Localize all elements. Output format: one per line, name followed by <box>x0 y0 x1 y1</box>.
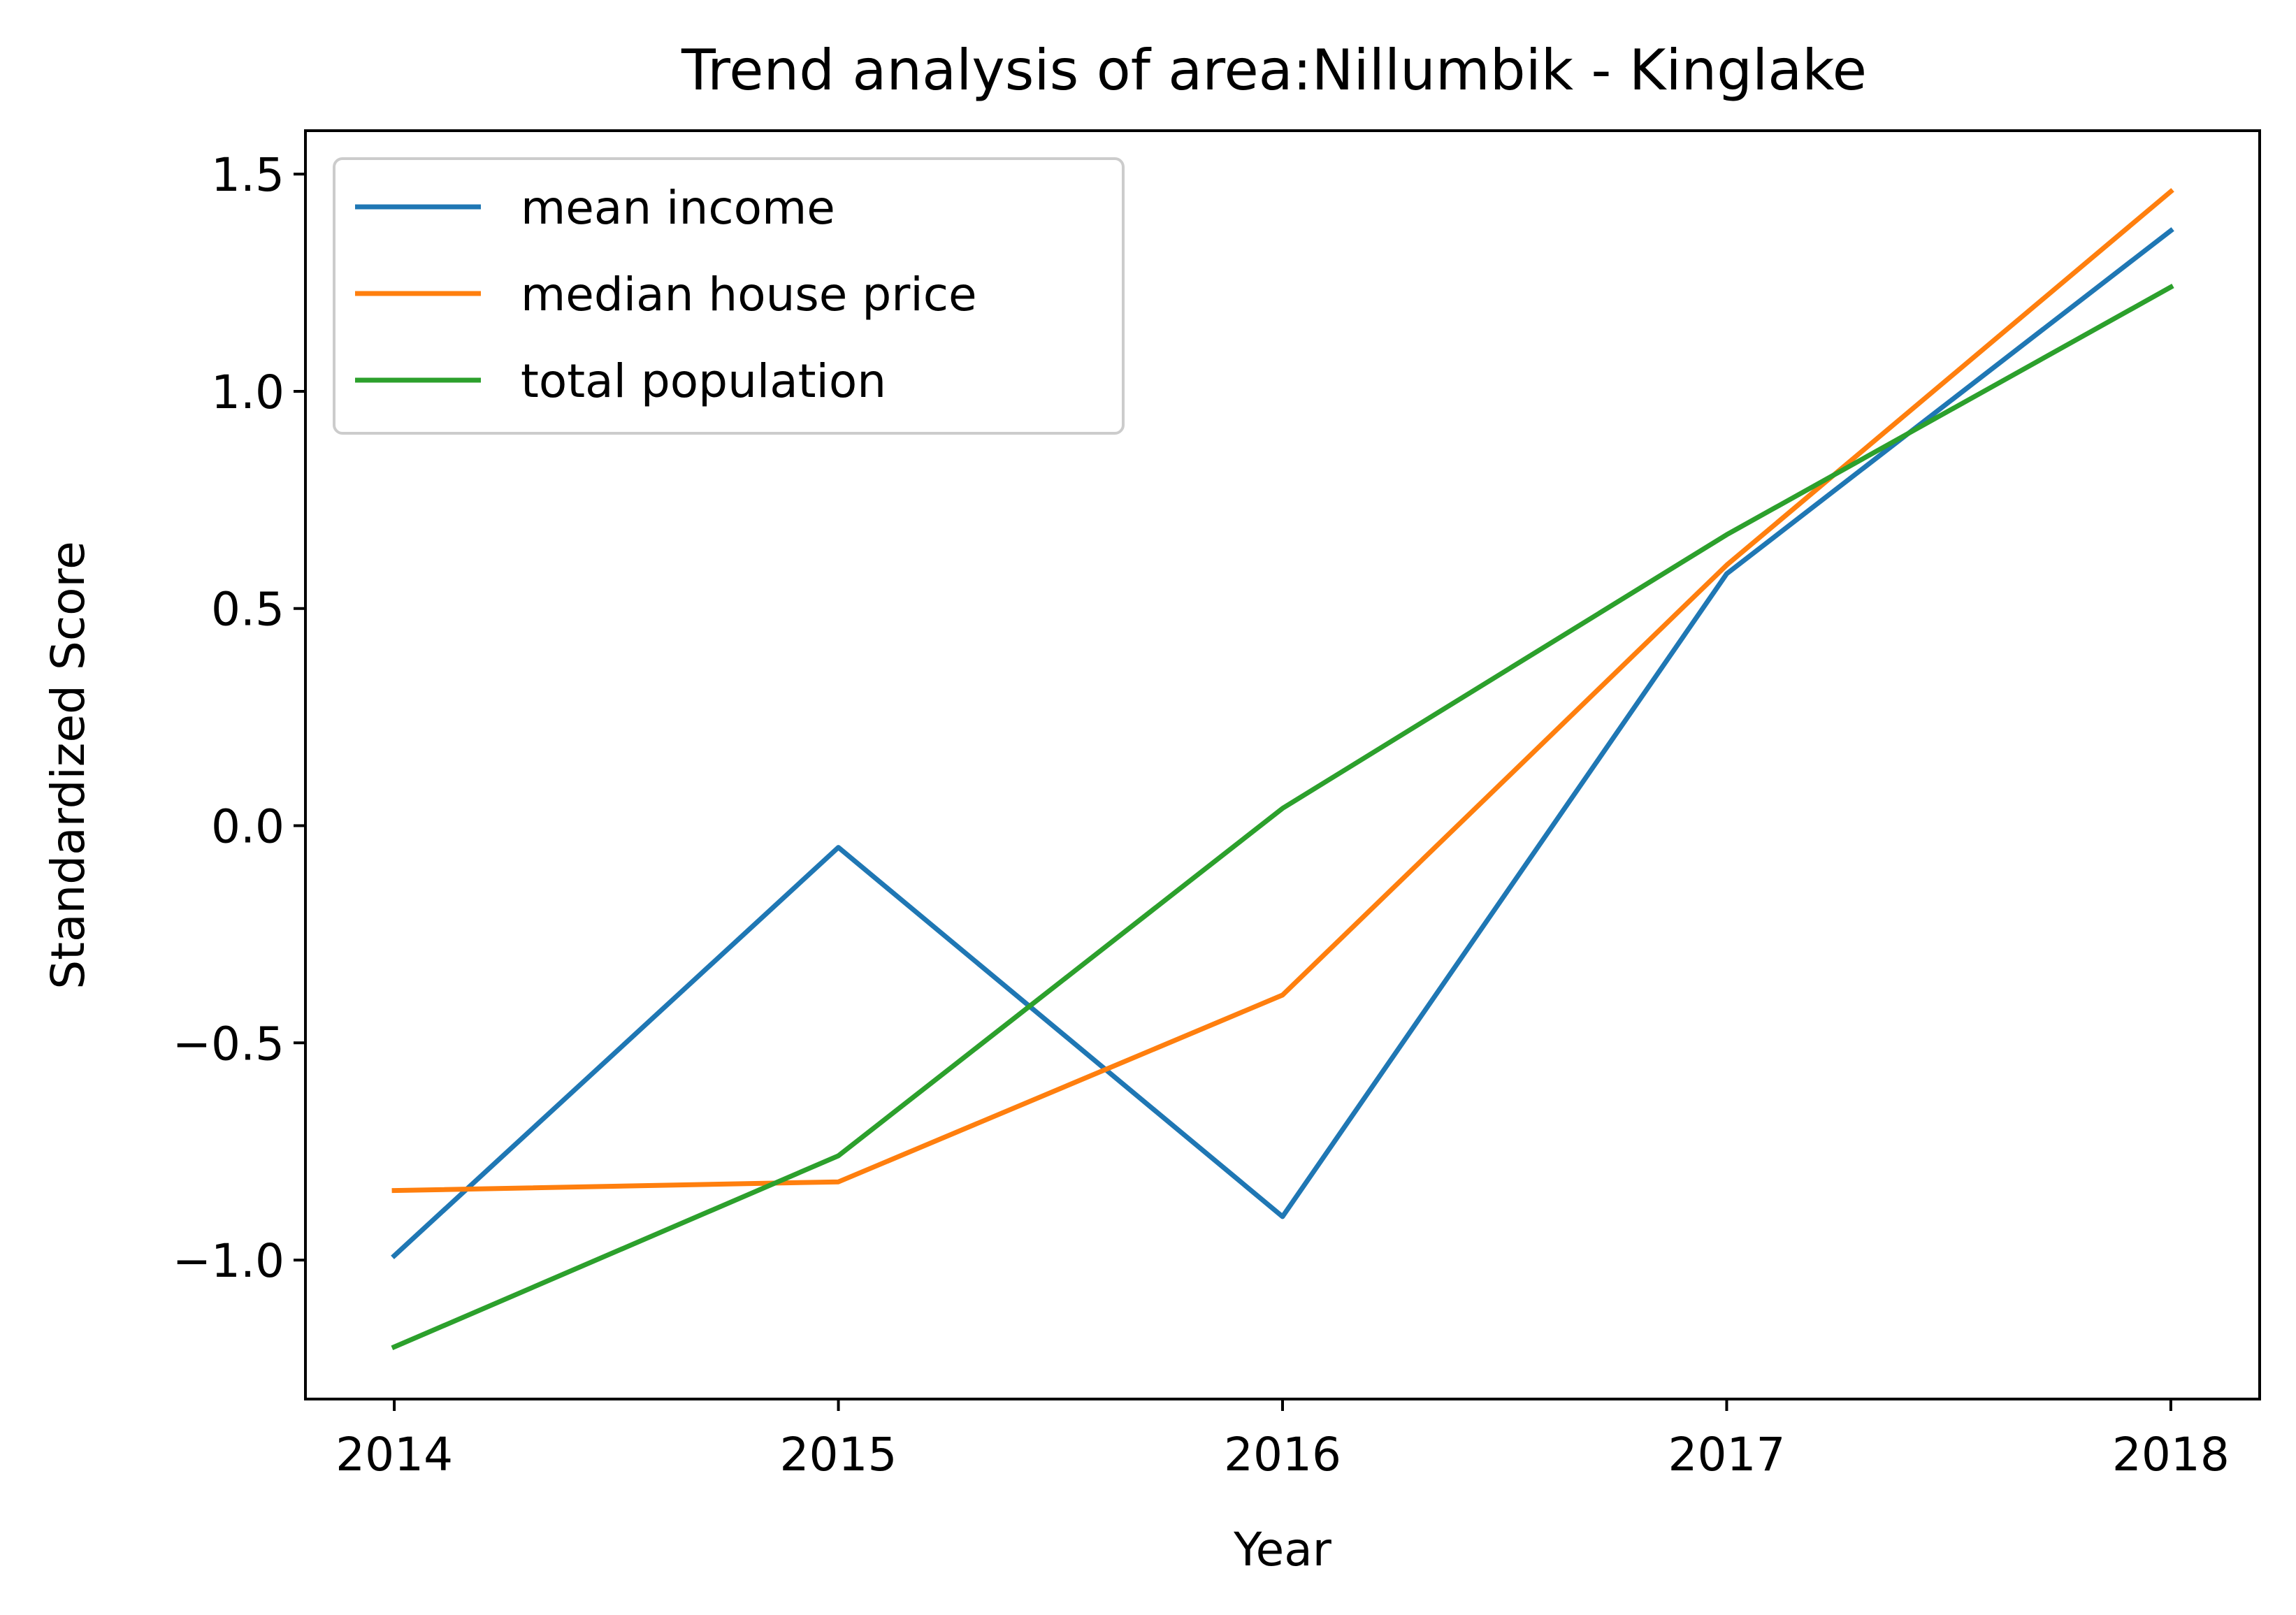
series-line-mean-income <box>391 227 2174 1259</box>
y-tick-label: 0.0 <box>211 800 284 854</box>
y-tick-label: 0.5 <box>211 583 284 637</box>
x-axis: 2014 2015 2016 2017 2018 <box>335 1399 2230 1482</box>
legend-label-median-house-price: median house price <box>521 268 977 321</box>
legend-box <box>333 157 1125 435</box>
x-tick-label: 2016 <box>1224 1428 1341 1482</box>
y-tick-label: −0.5 <box>173 1017 284 1071</box>
x-tick-label: 2014 <box>335 1428 453 1482</box>
series-line-total-population <box>391 284 2174 1350</box>
x-axis-label: Year <box>1233 1523 1332 1577</box>
y-tick-label: −1.0 <box>173 1234 284 1288</box>
y-tick-label: 1.0 <box>211 365 284 419</box>
chart-title: Trend analysis of area:Nillumbik - Kingl… <box>681 38 1867 103</box>
x-tick-label: 2015 <box>780 1428 897 1482</box>
legend-label-mean-income: mean income <box>521 181 835 235</box>
y-axis: −1.0 −0.5 0.0 0.5 1.0 1.5 <box>173 148 305 1288</box>
series-layer <box>391 188 2174 1350</box>
legend: mean income median house price total pop… <box>333 157 1125 435</box>
x-tick-label: 2017 <box>1668 1428 1785 1482</box>
y-axis-label: Standardized Score <box>41 541 95 990</box>
series-line-median-house-price <box>391 188 2174 1194</box>
plot-frame <box>304 129 2261 1400</box>
legend-label-total-population: total population <box>521 354 886 408</box>
y-tick-label: 1.5 <box>211 148 284 202</box>
x-tick-label: 2018 <box>2112 1428 2230 1482</box>
